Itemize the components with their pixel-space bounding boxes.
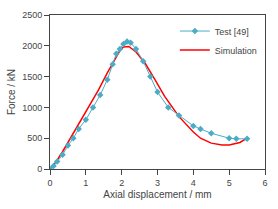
svg-text:3: 3 xyxy=(155,178,160,188)
svg-text:2000: 2000 xyxy=(22,41,42,51)
svg-text:4: 4 xyxy=(191,178,196,188)
svg-text:5: 5 xyxy=(227,178,232,188)
svg-text:Force / kN: Force / kN xyxy=(6,69,17,115)
svg-text:0: 0 xyxy=(47,178,52,188)
svg-text:6: 6 xyxy=(262,178,267,188)
svg-text:500: 500 xyxy=(27,133,42,143)
svg-text:2: 2 xyxy=(119,178,124,188)
svg-text:Test [49]: Test [49] xyxy=(215,27,249,37)
svg-text:1500: 1500 xyxy=(22,72,42,82)
svg-text:0: 0 xyxy=(37,164,42,174)
svg-text:2500: 2500 xyxy=(22,10,42,20)
svg-text:1: 1 xyxy=(83,178,88,188)
svg-text:Simulation: Simulation xyxy=(215,46,257,56)
svg-text:Axial displacement / mm: Axial displacement / mm xyxy=(103,189,211,200)
svg-text:1000: 1000 xyxy=(22,103,42,113)
